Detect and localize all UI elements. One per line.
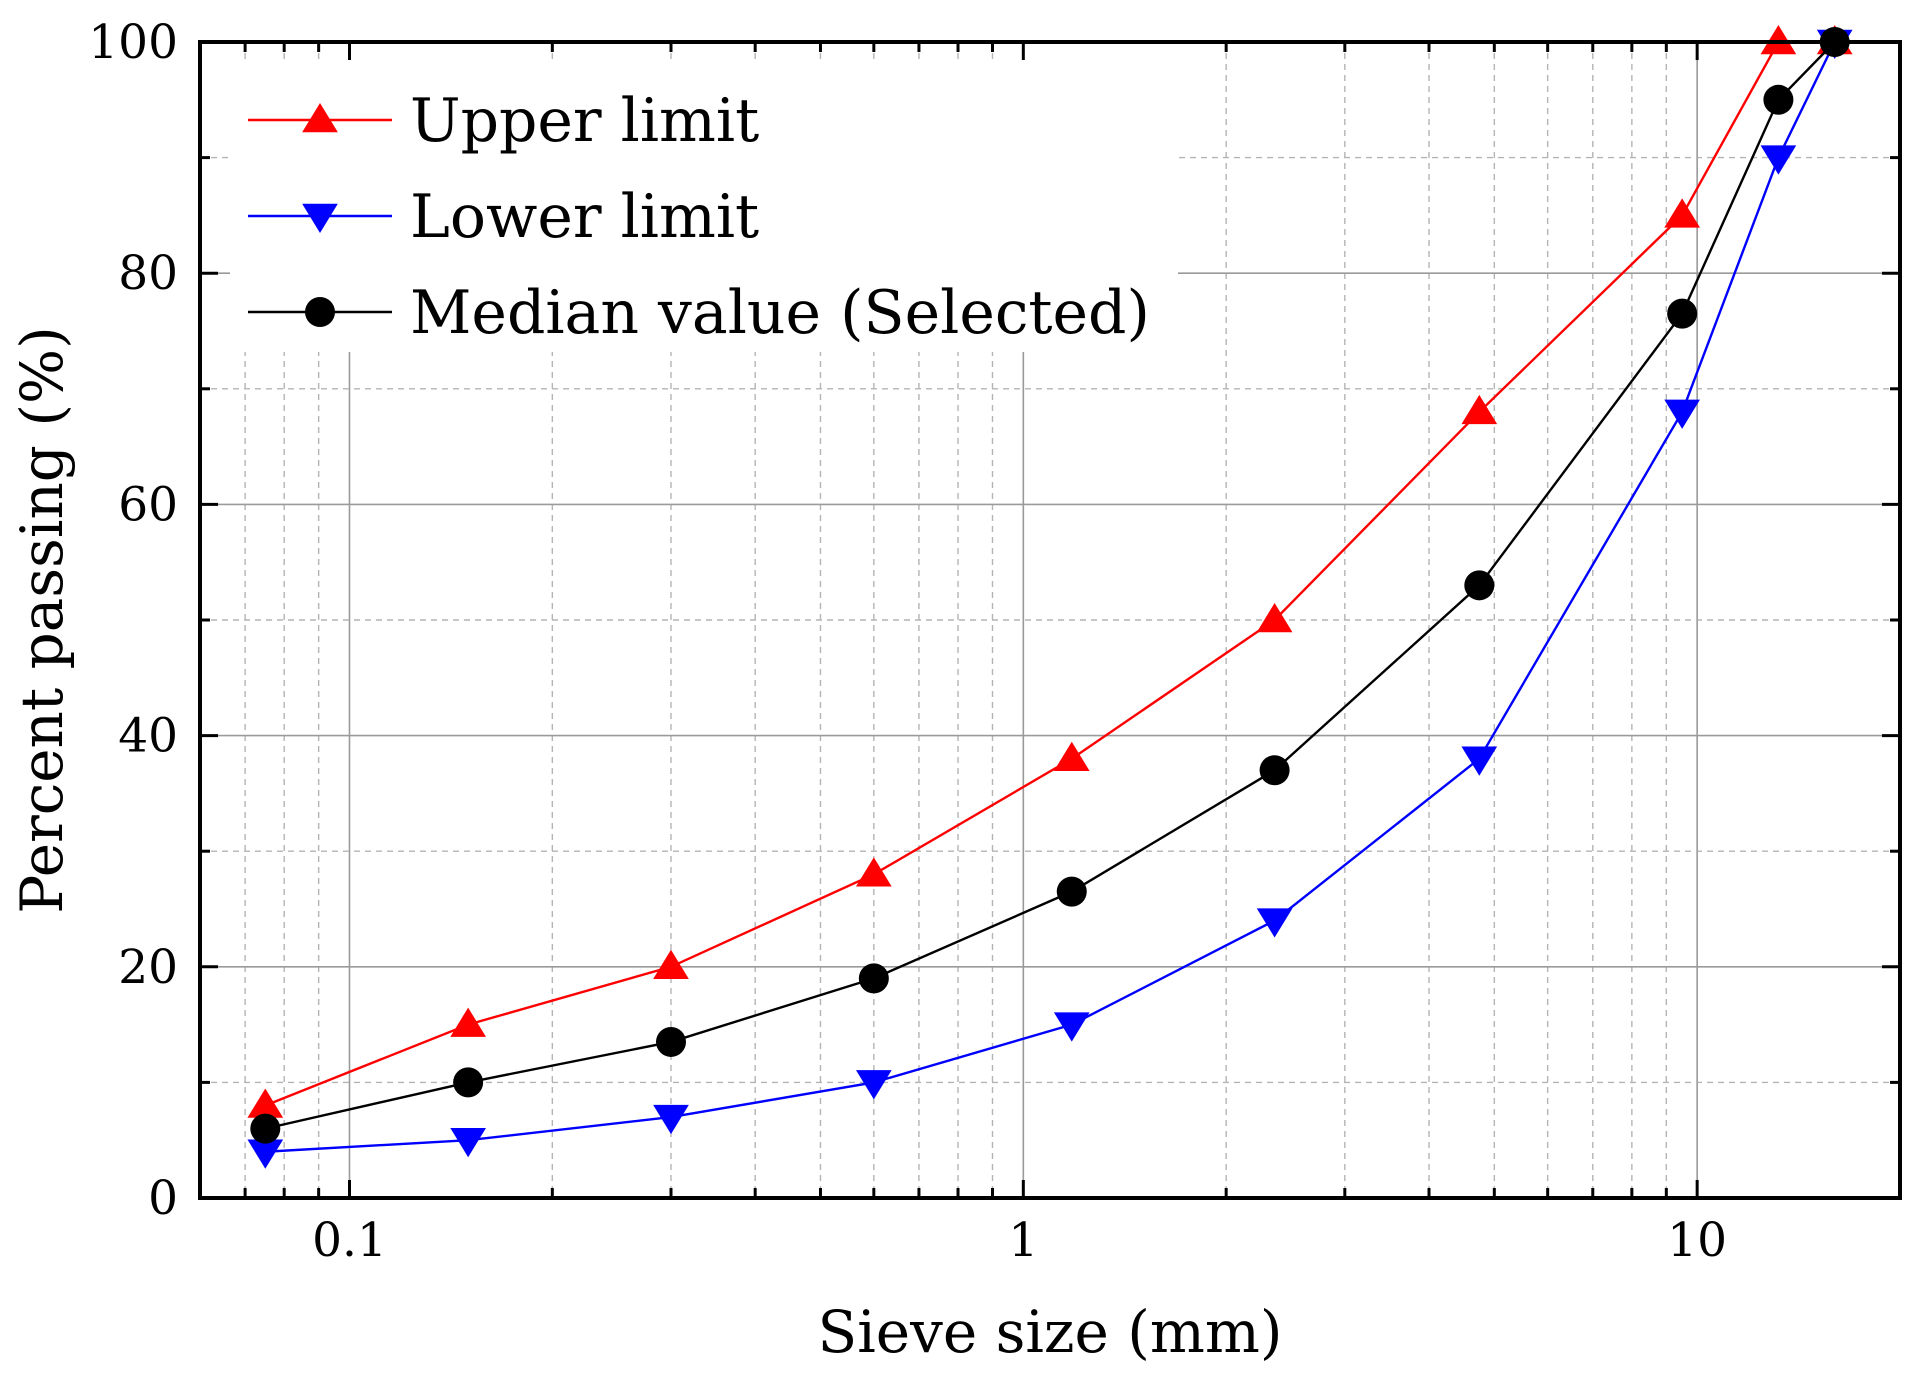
median-point [858, 963, 889, 994]
lower-limit-point [450, 1127, 486, 1158]
upper-limit-point [302, 103, 338, 133]
x-tick-label: 1 [1008, 1213, 1038, 1268]
series-3 [250, 27, 1850, 1144]
lower-limit-point [1053, 1012, 1090, 1042]
median-point [1464, 570, 1495, 601]
legend: Upper limit Lower limit Median value (Sele… [230, 60, 1178, 352]
upper-limit-point [1256, 603, 1293, 633]
upper-limit-point [1461, 394, 1498, 425]
axis-ticks [198, 40, 1902, 1200]
y-axis-label: Percent passing (%) [8, 326, 76, 913]
upper-limit-point [855, 857, 892, 887]
y-tick-label: 80 [118, 246, 178, 301]
y-tick-label: 20 [118, 940, 178, 995]
y-tick-label: 60 [118, 477, 178, 532]
y-tick-label: 100 [88, 15, 178, 70]
upper-limit-point [247, 1088, 284, 1118]
x-tick-label: 10 [1667, 1213, 1727, 1268]
legend-box [230, 60, 1178, 352]
series-line [264, 40, 1835, 1107]
median-point [655, 1026, 686, 1057]
series-1 [247, 25, 1853, 1118]
median-point [1056, 876, 1087, 907]
lower-limit-point [653, 1104, 689, 1135]
legend-label: Lower limit [410, 182, 759, 252]
series-line [265, 41, 1836, 1153]
upper-limit-point [1664, 198, 1700, 228]
median-point [453, 1067, 484, 1098]
y-tick-label: 40 [118, 709, 178, 764]
lower-limit-point [1760, 145, 1797, 175]
upper-limit-point [653, 949, 689, 980]
legend-label: Upper limit [410, 86, 759, 156]
series-line [265, 41, 1836, 1130]
median-point [305, 297, 335, 327]
lower-limit-point [1461, 746, 1498, 776]
lower-limit-point [247, 1139, 284, 1169]
lower-limit-point [855, 1070, 892, 1100]
lower-limit-point [1256, 908, 1293, 938]
legend-label: Median value (Selected) [410, 278, 1150, 348]
lower-limit-point [1664, 399, 1700, 429]
data-series [247, 25, 1853, 1169]
median-point [250, 1113, 281, 1144]
median-point [1667, 298, 1698, 329]
y-tick-label: 0 [148, 1171, 178, 1226]
upper-limit-point [1760, 25, 1797, 55]
x-tick-label: 0.1 [312, 1213, 387, 1268]
upper-limit-point [450, 1007, 486, 1037]
median-point [1763, 84, 1794, 115]
upper-limit-point [1053, 741, 1090, 771]
median-point [1259, 755, 1290, 786]
x-axis-label: Sieve size (mm) [817, 1298, 1282, 1366]
lower-limit-point [302, 203, 338, 233]
